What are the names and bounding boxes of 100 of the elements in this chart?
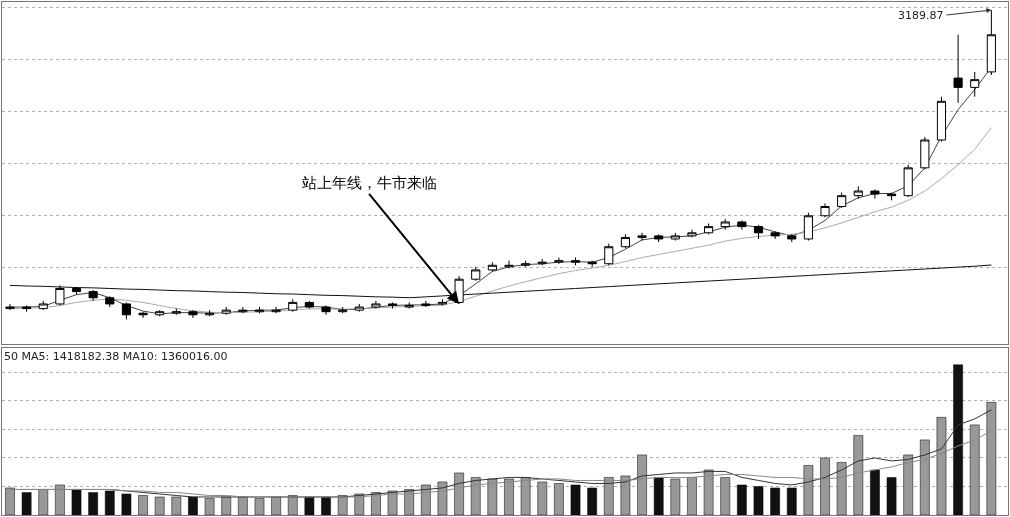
bar [254,498,265,515]
bar [554,483,564,515]
candlestick [188,309,198,319]
candlestick [886,192,897,201]
candlestick [820,202,830,218]
bar [271,496,281,515]
bar [670,478,681,515]
candlestick [803,212,813,242]
bar [5,487,15,515]
bar [171,496,182,515]
bar [803,465,814,515]
bar [321,496,331,515]
candlestick [604,243,614,266]
bar [820,457,830,515]
candlestick [121,301,131,320]
bar [853,435,864,515]
bar [703,469,714,515]
bar [903,454,914,515]
bar [653,477,664,515]
bar [421,484,431,515]
bar [570,484,581,515]
bar [786,487,797,515]
candlestick [970,71,980,98]
candlestick [354,303,364,313]
bar [986,402,997,515]
bar [21,492,32,515]
bar [38,489,49,515]
candlestick [570,257,581,266]
candlestick [437,298,448,306]
candlestick [770,230,780,240]
candlestick [704,223,714,235]
bar [886,477,897,515]
candlestick [105,295,115,308]
candlestick [304,300,314,310]
bar [637,454,647,515]
candlestick [387,301,398,310]
bar [138,495,148,515]
bar [537,481,548,515]
candlestick [421,300,431,308]
candlestick [55,284,65,306]
bar [603,477,614,515]
bar [936,417,947,515]
candlestick [471,266,481,282]
candlestick [22,305,32,313]
bar [520,477,531,515]
bar [304,496,315,515]
candlestick [321,305,331,316]
bar [620,475,631,515]
candlestick [953,34,963,104]
bar [687,477,697,515]
candlestick [171,308,181,316]
candlestick [504,260,514,269]
candlestick [5,303,15,311]
candlestick [753,224,764,240]
candlestick [487,261,497,272]
bar [437,481,448,515]
bar [221,496,232,515]
text: 50 MA5: 1418182.38 MA10: 1360016.00 [4,350,228,363]
candlestick [870,188,880,200]
candlestick [554,257,564,265]
candlestick [138,311,148,319]
candlestick [371,300,381,310]
bar [753,486,764,515]
candlestick [720,218,730,231]
candlestick [71,286,82,296]
bar [587,487,597,515]
bar [953,364,963,515]
bar [836,462,847,515]
bar [55,484,65,515]
candlestick [920,136,930,170]
bar [454,472,464,515]
bar [337,495,348,515]
candlestick [637,232,647,242]
candlestick [221,306,231,316]
bar [470,477,481,515]
bar [770,487,780,515]
annotation: 站上年线，牛市来临 [302,174,437,192]
bar [204,498,215,515]
candlestick [903,164,913,198]
candlestick [271,306,281,314]
bar [487,478,498,515]
candlestick [687,229,697,238]
bar [121,493,132,515]
annotation: 3189.87 [898,9,944,22]
bar [287,495,298,515]
candlestick [670,232,680,242]
candlestick [853,185,863,200]
bar [154,496,165,515]
bar [870,469,880,515]
candlestick [837,192,847,209]
bar [504,478,514,515]
bar [238,496,248,515]
candlestick [155,309,165,317]
bar [188,496,198,515]
candlestick [521,260,531,268]
candlestick [88,289,98,302]
bar [969,424,980,515]
candlestick [620,233,630,249]
bar [737,484,747,515]
bar [720,477,731,515]
